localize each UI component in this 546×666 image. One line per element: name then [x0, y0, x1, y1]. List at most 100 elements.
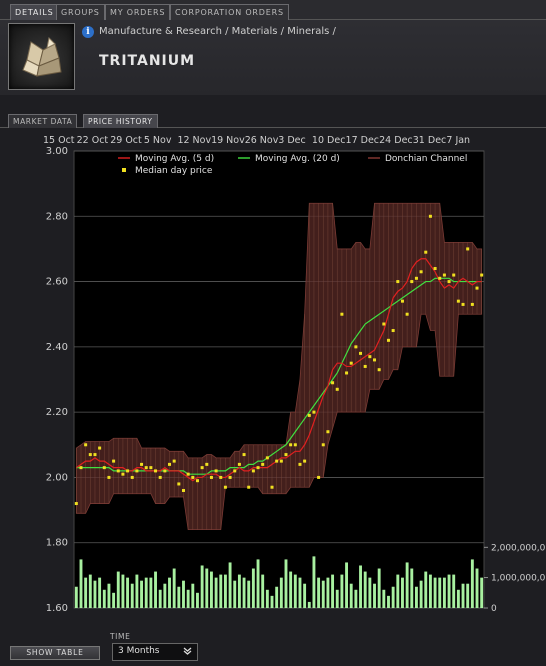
median-price-point	[205, 462, 209, 466]
median-price-point	[382, 322, 386, 326]
median-price-point	[475, 286, 479, 290]
median-price-point	[377, 368, 381, 372]
tab-details[interactable]: DETAILS	[10, 4, 59, 20]
volume-bar	[442, 577, 446, 608]
volume-bar	[340, 574, 344, 608]
median-price-point	[340, 312, 344, 316]
volume-bar	[303, 583, 307, 608]
time-label: TIME	[110, 632, 131, 641]
volume-bar	[396, 574, 400, 608]
median-price-point	[307, 413, 311, 417]
volume-bar	[475, 568, 479, 608]
tritanium-item-icon[interactable]	[8, 23, 75, 90]
breadcrumb[interactable]: Manufacture & Research / Materials / Min…	[99, 26, 336, 37]
median-price-point	[345, 371, 349, 375]
volume-bar	[196, 592, 199, 608]
y-tick-labels: 3.00 2.80 2.60 2.40 2.20 2.00 1.80 1.60	[46, 146, 68, 614]
volume-bar	[182, 580, 185, 608]
median-price-point	[261, 462, 265, 466]
tab-price-history[interactable]: PRICE HISTORY	[83, 114, 158, 128]
volume-tick-labels: 2,000,000,0 1,000,000,0 0	[484, 543, 546, 614]
sub-tab-bar: MARKET DATA PRICE HISTORY	[0, 114, 546, 128]
legend-label: Median day price	[135, 166, 213, 176]
median-price-point	[363, 364, 367, 368]
x-tick-label: 15 Oct	[43, 135, 75, 146]
median-price-point	[410, 280, 414, 284]
volume-bar	[177, 586, 181, 608]
median-price-point	[84, 443, 88, 447]
median-price-point	[233, 469, 237, 473]
tab-corporation-orders[interactable]: CORPORATION ORDERS	[170, 4, 289, 20]
median-price-point	[98, 446, 102, 450]
time-range-select[interactable]: 3 Months	[112, 643, 198, 661]
volume-bar	[228, 562, 232, 608]
median-price-point	[373, 358, 377, 362]
x-tick-label: 5 Nov	[144, 135, 172, 146]
tab-groups[interactable]: GROUPS	[56, 4, 105, 20]
moving-average-layer	[75, 258, 482, 482]
median-price-point	[405, 312, 409, 316]
median-price-point	[270, 485, 274, 489]
volume-bar	[270, 595, 274, 608]
chart-legend: Moving Avg. (5 d) Moving Avg. (20 d) Donch…	[118, 154, 467, 176]
median-price-point	[191, 475, 195, 479]
volume-bar	[242, 577, 246, 608]
median-price-point	[88, 453, 92, 457]
tab-market-data[interactable]: MARKET DATA	[8, 114, 78, 128]
volume-bar	[112, 592, 116, 608]
time-range-value: 3 Months	[118, 646, 160, 656]
volume-bar	[107, 583, 111, 608]
volume-bar	[116, 571, 120, 608]
x-tick-label: 12 Nov	[177, 135, 211, 146]
volume-bar	[98, 577, 102, 608]
median-price-layer	[74, 214, 484, 506]
legend-label: Donchian Channel	[385, 154, 467, 164]
median-price-point	[331, 381, 335, 385]
median-price-point	[168, 462, 172, 466]
volume-bar	[419, 580, 423, 608]
median-price-point	[102, 466, 106, 470]
x-tick-label: 7 Jan	[446, 135, 470, 146]
median-price-point	[172, 459, 176, 463]
median-price-point	[107, 475, 111, 479]
median-price-point	[140, 462, 144, 466]
volume-bar	[433, 577, 437, 608]
median-price-point	[279, 459, 283, 463]
volume-bar	[261, 574, 265, 608]
volume-bars-layer	[74, 556, 484, 608]
median-price-point	[284, 453, 288, 457]
info-icon[interactable]: i	[82, 26, 94, 38]
volume-bar	[172, 568, 176, 608]
median-price-point	[130, 475, 134, 479]
median-price-point	[419, 270, 423, 274]
price-history-svg: 15 Oct 22 Oct 29 Oct 5 Nov 12 Nov 19 Nov 26 No…	[0, 129, 546, 614]
volume-bar	[307, 601, 311, 608]
volume-bar	[130, 583, 134, 608]
median-price-point	[321, 443, 325, 447]
donchian-channel-layer	[75, 202, 483, 531]
item-header: i Manufacture & Research / Materials / M…	[0, 20, 546, 95]
moving-avg-5-line	[75, 258, 482, 482]
median-price-point	[79, 466, 83, 470]
volume-bar	[79, 559, 83, 608]
volume-bar	[438, 577, 442, 608]
median-price-point	[209, 475, 213, 479]
median-price-point	[112, 459, 116, 463]
volume-bar	[275, 586, 279, 608]
volume-bar	[93, 580, 97, 608]
y-tick-label: 1.80	[46, 538, 68, 549]
show-table-button[interactable]: SHOW TABLE	[10, 646, 100, 660]
volume-bar	[363, 571, 367, 608]
volume-bar	[345, 562, 349, 608]
tab-my-orders[interactable]: MY ORDERS	[105, 4, 171, 20]
y-tick-label: 2.00	[46, 472, 68, 483]
volume-bar	[149, 577, 153, 608]
volume-bar	[205, 568, 209, 608]
median-price-point	[121, 472, 125, 476]
volume-bar	[186, 589, 190, 608]
volume-bar	[158, 589, 162, 608]
y-tick-label: 2.40	[46, 342, 68, 353]
median-price-point	[74, 502, 78, 506]
volume-bar	[214, 577, 218, 608]
chevron-down-icon	[183, 646, 192, 659]
